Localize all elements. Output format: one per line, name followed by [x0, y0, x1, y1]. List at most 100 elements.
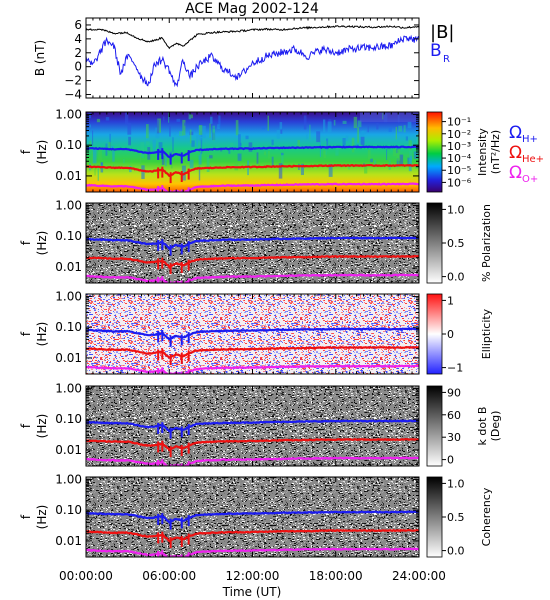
legend-b-r-sub: R — [443, 54, 450, 65]
colorbar-tick-label: 1.0 — [447, 477, 465, 490]
gyro-he-line — [86, 437, 419, 452]
panel-polarization — [85, 202, 420, 284]
freq-tick-label: 1.00 — [55, 289, 82, 303]
gyro-o-line — [86, 456, 419, 466]
colorbar-tick-label: 10⁻⁵ — [447, 164, 471, 177]
time-tick-label: 24:00:00 — [392, 569, 446, 583]
colorbar-tick-label: −1 — [447, 362, 463, 375]
colorbar-title: Coherency — [480, 487, 493, 546]
freq-tick-label: 0.10 — [55, 320, 82, 334]
gyro-o-line — [86, 273, 419, 283]
panel-coherency — [85, 476, 420, 558]
freq-ylabel-unit: (Hz) — [35, 140, 49, 165]
colorbar-title-unit: (nT²/Hz) — [489, 130, 502, 174]
gyro-legend-o-sub: O+ — [522, 174, 538, 185]
colorbar-tick-label: 0.5 — [447, 237, 465, 250]
time-tick-label: 18:00:00 — [309, 569, 363, 583]
freq-tick-label: 0.01 — [55, 534, 82, 548]
colorbar-tick-label: 10⁻³ — [447, 140, 471, 153]
gyro-legend-h: ΩH+ — [509, 123, 538, 145]
b-ytick-label: 0 — [74, 60, 82, 74]
gyro-legend-o: ΩO+ — [509, 163, 538, 185]
colorbar-tick-label: 0 — [447, 328, 454, 341]
colorbar-intensity — [426, 111, 443, 193]
freq-tick-label: 1.00 — [55, 381, 82, 395]
b-ytick-label: −4 — [64, 88, 82, 102]
gyro-o-line — [86, 547, 419, 557]
b-field-ylabel: B (nT) — [33, 40, 47, 76]
colorbar-polarization — [426, 202, 443, 284]
freq-tick-label: 0.01 — [55, 260, 82, 274]
colorbar-ellipticity — [426, 293, 443, 375]
freq-tick-label: 1.00 — [55, 472, 82, 486]
b-ytick-label: 4 — [74, 32, 82, 46]
colorbar-tick-label: 1 — [447, 294, 454, 307]
freq-tick-label: 0.10 — [55, 412, 82, 426]
legend-b-magnitude: |B| — [430, 22, 454, 43]
x-axis-label: Time (UT) — [222, 585, 282, 599]
gyro-h-line — [86, 145, 419, 159]
freq-tick-label: 1.00 — [55, 198, 82, 212]
freq-ylabel-unit: (Hz) — [35, 231, 49, 256]
freq-ylabel-f: f — [19, 149, 33, 154]
gyro-h-line — [86, 327, 419, 341]
chart-title: ACE Mag 2002-124 — [185, 1, 319, 17]
series-b-r-line — [86, 34, 419, 88]
gyro-he-line — [86, 345, 419, 359]
gyro-legend: ΩH+ ΩHe+ ΩO+ — [509, 123, 544, 185]
gyro-o-line — [86, 364, 419, 374]
time-tick-label: 06:00:00 — [142, 569, 196, 583]
gyro-h-line — [86, 236, 419, 251]
freq-tick-label: 0.01 — [55, 443, 82, 457]
legend-b-r-main: B — [430, 41, 442, 61]
b-field-frame — [85, 17, 420, 99]
gyro-legend-he: ΩHe+ — [509, 143, 544, 165]
colorbar-tick-label: 10⁻⁴ — [447, 152, 472, 165]
gyro-legend-h-sub: H+ — [522, 134, 538, 145]
colorbar-title: Ellipticity — [480, 308, 493, 359]
colorbar-tick-label: 90 — [447, 386, 461, 399]
colorbar-coherency — [426, 476, 443, 558]
freq-ylabel-f: f — [19, 514, 33, 519]
colorbar-tick-label: 10⁻⁶ — [447, 176, 472, 189]
colorbar-tick-label: 10⁻¹ — [447, 116, 471, 129]
colorbar-tick-label: 60 — [447, 409, 461, 422]
freq-tick-label: 0.10 — [55, 229, 82, 243]
colorbar-tick-label: 30 — [447, 431, 461, 444]
freq-tick-label: 0.10 — [55, 503, 82, 517]
b-ytick-label: −2 — [64, 74, 82, 88]
freq-ylabel-unit: (Hz) — [35, 414, 49, 439]
panel-intensity — [85, 111, 420, 193]
freq-tick-label: 1.00 — [55, 107, 82, 121]
colorbar-title-unit: (Deg) — [489, 411, 502, 442]
freq-ylabel-f: f — [19, 240, 33, 245]
freq-tick-label: 0.10 — [55, 138, 82, 152]
b-ytick-label: 2 — [74, 46, 82, 60]
freq-ylabel-f: f — [19, 331, 33, 336]
freq-ylabel-unit: (Hz) — [35, 322, 49, 347]
freq-ylabel-unit: (Hz) — [35, 505, 49, 530]
coherency-spectrogram — [86, 477, 419, 557]
b-ytick-label: 6 — [74, 18, 82, 32]
colorbar-title: Intensity — [476, 128, 489, 176]
series-b-magnitude-line — [86, 24, 419, 50]
gyro-he-line — [86, 163, 419, 178]
gyro-h-line — [86, 419, 419, 433]
freq-tick-label: 0.01 — [55, 351, 82, 365]
gyro-o-line — [86, 182, 419, 192]
colorbar-tick-label: 0 — [447, 454, 454, 467]
colorbar-tick-label: 0.0 — [447, 545, 465, 558]
colorbar-k-dot-b — [426, 385, 443, 467]
gyro-he-line — [86, 254, 419, 269]
gyro-he-line — [86, 528, 419, 543]
time-tick-label: 00:00:00 — [59, 569, 113, 583]
freq-tick-label: 0.01 — [55, 169, 82, 183]
colorbar-tick-label: 0.0 — [447, 271, 465, 284]
freq-ylabel-f: f — [19, 423, 33, 428]
colorbar-tick-label: 10⁻² — [447, 128, 471, 141]
time-tick-label: 12:00:00 — [226, 569, 280, 583]
colorbar-tick-label: 1.0 — [447, 203, 465, 216]
gyro-legend-he-sub: He+ — [522, 154, 544, 165]
